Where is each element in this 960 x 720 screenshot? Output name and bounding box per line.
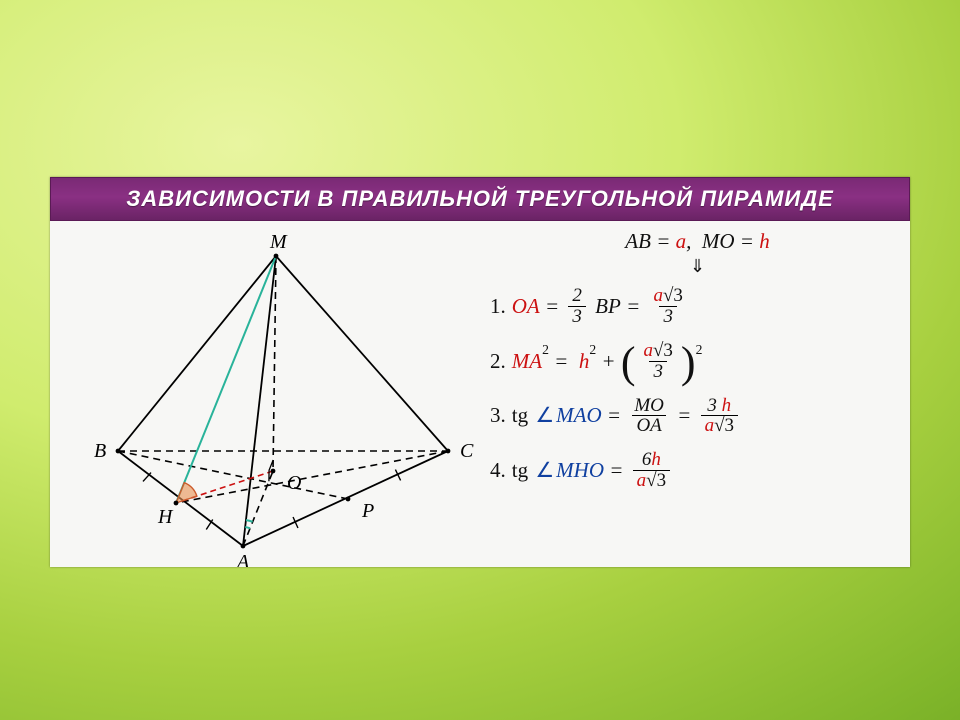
angle-icon: ∠: [535, 458, 554, 483]
angle-MAO: MAO: [556, 403, 602, 428]
frac-asqrt3-3: a√3 3: [650, 286, 687, 327]
title-bar: ЗАВИСИМОСТИ В ПРАВИЛЬНОЙ ТРЕУГОЛЬНОЙ ПИР…: [50, 177, 910, 221]
formula-4: 4. tg ∠MHO = 6h a√3: [490, 450, 905, 491]
pyramid-diagram: M B C A O H P: [58, 221, 478, 567]
double-down-arrow-icon: ⇓: [690, 256, 705, 278]
slide-card: ЗАВИСИМОСТИ В ПРАВИЛЬНОЙ ТРЕУГОЛЬНОЙ ПИР…: [50, 177, 910, 567]
formula-1: 1. OA = 2 3 BP = a√3 3: [490, 286, 905, 327]
var-h: h: [759, 229, 770, 254]
svg-text:P: P: [361, 500, 374, 522]
svg-text:H: H: [157, 506, 174, 528]
OA: OA: [512, 294, 540, 319]
title-text: ЗАВИСИМОСТИ В ПРАВИЛЬНОЙ ТРЕУГОЛЬНОЙ ПИР…: [126, 186, 834, 212]
content-area: MBCAOHP AB = a , MO = h ⇓ 1. OA = 2: [50, 221, 910, 567]
svg-text:O: O: [287, 472, 301, 494]
var-a: a: [676, 229, 687, 254]
MA: MA: [512, 349, 542, 374]
angle-icon: ∠: [535, 403, 554, 428]
formula-area: AB = a , MO = h ⇓ 1. OA = 2 3 BP =: [490, 229, 905, 505]
given-row: AB = a , MO = h: [490, 229, 905, 254]
frac-2-3: 2 3: [568, 286, 586, 327]
MO: MO: [702, 229, 735, 254]
formula-3: 3. tg ∠MAO = MO OA = 3 h a√3: [490, 396, 905, 437]
AB: AB: [625, 229, 651, 254]
formula-2: 2. MA2 = h2 + ( a√3 3 )2: [490, 341, 905, 382]
svg-text:A: A: [235, 551, 250, 567]
implies-arrow: ⇓: [490, 256, 905, 278]
angle-MHO: MHO: [556, 458, 604, 483]
svg-text:B: B: [94, 440, 106, 462]
svg-text:M: M: [269, 231, 288, 253]
svg-text:C: C: [460, 440, 474, 462]
